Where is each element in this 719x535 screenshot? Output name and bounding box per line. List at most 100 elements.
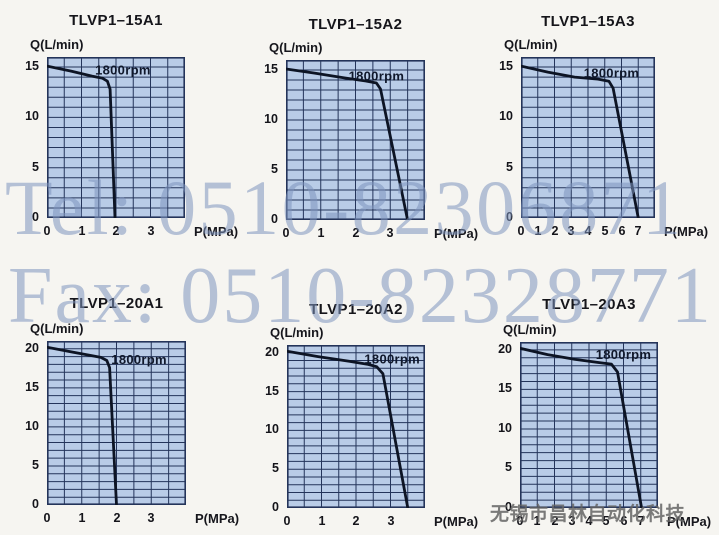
y-tick-label: 10 bbox=[25, 419, 39, 433]
x-axis-unit-label: P(MPa) bbox=[667, 514, 712, 529]
y-tick-label: 15 bbox=[499, 59, 513, 73]
y-tick-label: 15 bbox=[498, 381, 512, 395]
y-tick-label: 0 bbox=[32, 210, 39, 224]
rpm-label: 1800rpm bbox=[349, 69, 405, 84]
chart-title: TLVP1–20A3 bbox=[542, 296, 636, 313]
x-tick-label: 3 bbox=[567, 224, 575, 238]
plot-border bbox=[520, 342, 658, 508]
plot-border bbox=[286, 60, 425, 220]
y-tick-label: 15 bbox=[265, 384, 279, 398]
x-tick-label: 3 bbox=[147, 511, 155, 525]
x-tick-label: 3 bbox=[387, 514, 395, 528]
grid-lines bbox=[47, 341, 186, 505]
x-tick-label: 0 bbox=[283, 514, 291, 528]
x-tick-label: 2 bbox=[113, 511, 121, 525]
x-tick-label: 1 bbox=[78, 511, 86, 525]
rpm-label: 1800rpm bbox=[596, 347, 652, 362]
x-tick-label: 0 bbox=[43, 511, 51, 525]
x-tick-label: 0 bbox=[517, 224, 525, 238]
y-axis-unit-label: Q(L/min) bbox=[30, 321, 84, 336]
x-tick-label: 1 bbox=[534, 224, 542, 238]
y-tick-label: 0 bbox=[32, 497, 39, 511]
y-tick-label: 5 bbox=[32, 458, 39, 472]
plot-area: 1800rpm bbox=[47, 57, 185, 218]
grid-lines bbox=[287, 345, 425, 508]
x-tick-label: 4 bbox=[584, 224, 592, 238]
y-tick-label: 5 bbox=[32, 160, 39, 174]
y-tick-label: 0 bbox=[271, 212, 278, 226]
plot-area: 1800rpm bbox=[286, 60, 425, 220]
y-axis-unit-label: Q(L/min) bbox=[504, 37, 558, 52]
x-tick-label: 2 bbox=[551, 514, 559, 528]
y-axis-unit-label: Q(L/min) bbox=[30, 37, 84, 52]
plot-area: 1800rpm bbox=[47, 341, 186, 505]
y-tick-label: 20 bbox=[25, 341, 39, 355]
flow-curve bbox=[520, 346, 643, 508]
x-tick-label: 3 bbox=[147, 224, 155, 238]
y-tick-label: 10 bbox=[499, 109, 513, 123]
x-tick-label: 5 bbox=[602, 514, 610, 528]
flow-curve bbox=[521, 64, 640, 218]
y-tick-label: 15 bbox=[264, 62, 278, 76]
x-axis-unit-label: P(MPa) bbox=[664, 224, 709, 239]
x-tick-label: 6 bbox=[618, 224, 626, 238]
x-tick-label: 4 bbox=[585, 514, 593, 528]
y-tick-label: 10 bbox=[265, 422, 279, 436]
y-tick-label: 10 bbox=[264, 112, 278, 126]
y-tick-label: 5 bbox=[506, 160, 513, 174]
x-tick-label: 2 bbox=[112, 224, 120, 238]
x-axis-unit-label: P(MPa) bbox=[194, 224, 239, 239]
grid-lines bbox=[286, 60, 425, 220]
x-tick-label: 7 bbox=[634, 224, 642, 238]
x-tick-label: 3 bbox=[386, 226, 394, 240]
chart-title: TLVP1–15A2 bbox=[308, 16, 403, 33]
y-tick-label: 15 bbox=[25, 59, 39, 73]
plot-area: 1800rpm bbox=[521, 57, 655, 218]
x-tick-label: 1 bbox=[78, 224, 86, 238]
y-tick-label: 20 bbox=[498, 342, 512, 356]
y-tick-label: 15 bbox=[25, 380, 39, 394]
flow-curve bbox=[47, 64, 117, 218]
rpm-label: 1800rpm bbox=[584, 66, 640, 81]
plot-border bbox=[521, 57, 655, 218]
y-tick-label: 10 bbox=[25, 109, 39, 123]
chart-title: TLVP1–15A3 bbox=[541, 13, 635, 30]
y-tick-label: 5 bbox=[271, 162, 278, 176]
grid-lines bbox=[520, 342, 658, 508]
plot-area: 1800rpm bbox=[520, 342, 658, 508]
rpm-label: 1800rpm bbox=[111, 352, 167, 367]
plot-area: 1800rpm bbox=[287, 345, 425, 508]
x-tick-label: 6 bbox=[620, 514, 628, 528]
rpm-label: 1800rpm bbox=[364, 352, 420, 367]
y-tick-label: 5 bbox=[272, 461, 279, 475]
flow-curve bbox=[286, 67, 409, 220]
x-tick-label: 0 bbox=[282, 226, 290, 240]
x-tick-label: 0 bbox=[516, 514, 524, 528]
flow-curve bbox=[47, 345, 118, 505]
x-axis-unit-label: P(MPa) bbox=[195, 511, 240, 526]
x-tick-label: 2 bbox=[352, 226, 360, 240]
x-tick-label: 5 bbox=[601, 224, 609, 238]
x-tick-label: 1 bbox=[533, 514, 541, 528]
x-axis-unit-label: P(MPa) bbox=[434, 226, 479, 241]
x-tick-label: 0 bbox=[43, 224, 51, 238]
x-tick-label: 3 bbox=[568, 514, 576, 528]
flow-curve bbox=[287, 349, 410, 508]
y-tick-label: 10 bbox=[498, 421, 512, 435]
chart-title: TLVP1–20A2 bbox=[309, 301, 403, 318]
x-tick-label: 7 bbox=[637, 514, 645, 528]
chart-title: TLVP1–20A1 bbox=[69, 295, 164, 312]
y-axis-unit-label: Q(L/min) bbox=[269, 40, 323, 55]
y-tick-label: 0 bbox=[505, 500, 512, 514]
y-axis-unit-label: Q(L/min) bbox=[270, 325, 324, 340]
y-tick-label: 0 bbox=[272, 500, 279, 514]
x-tick-label: 1 bbox=[318, 514, 326, 528]
rpm-label: 1800rpm bbox=[95, 63, 151, 78]
chart-title: TLVP1–15A1 bbox=[69, 12, 163, 29]
x-axis-unit-label: P(MPa) bbox=[434, 514, 479, 529]
x-tick-label: 2 bbox=[551, 224, 559, 238]
y-axis-unit-label: Q(L/min) bbox=[503, 322, 557, 337]
plot-border bbox=[287, 345, 425, 508]
y-tick-label: 0 bbox=[506, 210, 513, 224]
